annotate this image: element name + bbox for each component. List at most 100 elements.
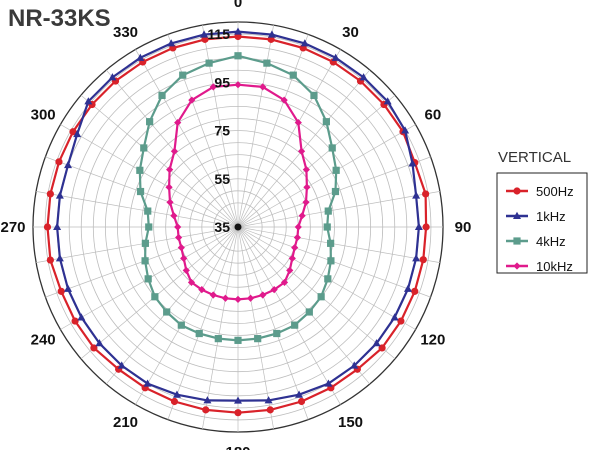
point-10khz xyxy=(174,223,182,231)
legend-item-4khz: 4kHz xyxy=(506,234,566,249)
point-10khz xyxy=(170,147,179,155)
point-10khz xyxy=(234,81,242,89)
point-10khz xyxy=(246,294,255,302)
angle-label: 240 xyxy=(31,332,56,349)
legend-label: 4kHz xyxy=(536,234,566,249)
angle-label: 60 xyxy=(425,107,442,124)
point-500hz xyxy=(266,406,274,414)
point-4khz xyxy=(291,321,299,329)
point-1khz xyxy=(172,390,181,398)
point-4khz xyxy=(145,223,153,231)
point-1khz xyxy=(143,379,152,387)
grid-spoke xyxy=(105,69,239,228)
point-10khz xyxy=(259,291,267,299)
point-10khz xyxy=(180,254,188,262)
point-500hz xyxy=(234,409,242,417)
grid-spoke xyxy=(237,49,341,228)
radial-label: 75 xyxy=(214,123,230,139)
point-500hz xyxy=(419,256,427,264)
point-10khz xyxy=(166,198,174,206)
radial-label: 115 xyxy=(207,26,230,42)
point-500hz xyxy=(234,32,242,41)
point-4khz xyxy=(146,118,154,126)
point-4khz xyxy=(310,91,318,100)
point-1khz xyxy=(117,361,126,369)
grid-spoke xyxy=(237,124,416,228)
point-4khz xyxy=(158,91,166,100)
point-1khz xyxy=(55,191,64,199)
point-10khz xyxy=(209,291,217,299)
angle-label: 30 xyxy=(342,24,359,41)
point-500hz xyxy=(57,287,65,295)
point-4khz xyxy=(289,71,297,79)
point-4khz xyxy=(205,59,213,67)
point-1khz xyxy=(64,284,73,292)
point-10khz xyxy=(270,286,278,294)
point-1khz xyxy=(167,39,176,47)
legend-title: VERTICAL xyxy=(498,149,571,166)
point-1khz xyxy=(359,73,368,81)
point-10khz xyxy=(297,147,306,155)
legend-label: 10kHz xyxy=(536,259,573,274)
point-1khz xyxy=(403,284,412,292)
point-4khz xyxy=(263,59,271,67)
point-4khz xyxy=(234,52,242,60)
angle-label: 90 xyxy=(455,219,472,236)
legend-marker xyxy=(513,187,521,195)
point-1khz xyxy=(234,27,242,35)
angle-label: 270 xyxy=(0,219,25,236)
grid-spoke xyxy=(237,94,396,228)
point-4khz xyxy=(195,329,203,338)
point-500hz xyxy=(297,397,306,406)
legend-marker xyxy=(513,237,521,245)
point-1khz xyxy=(383,97,392,105)
grid-spoke xyxy=(237,191,440,228)
point-500hz xyxy=(411,287,419,295)
point-500hz xyxy=(397,317,405,325)
point-1khz xyxy=(95,339,104,347)
angle-label: 300 xyxy=(31,107,56,124)
point-4khz xyxy=(327,257,335,265)
point-1khz xyxy=(77,313,86,321)
grid-spoke xyxy=(202,226,239,429)
grid-spoke xyxy=(237,226,371,385)
point-4khz xyxy=(179,71,187,79)
grid-spoke xyxy=(237,69,371,228)
point-4khz xyxy=(273,329,281,338)
grid-spoke xyxy=(80,94,239,228)
point-500hz xyxy=(202,406,210,414)
point-1khz xyxy=(401,126,410,134)
center-hub xyxy=(234,223,242,231)
grid-spoke xyxy=(60,124,239,228)
angle-label: 180 xyxy=(225,444,250,450)
grid-spoke xyxy=(36,226,239,263)
point-1khz xyxy=(412,254,421,262)
axis-labels: 0 30 60 90 120 150 180 210 240 270 300 330 35 55 75 95 1… xyxy=(0,0,471,450)
point-10khz xyxy=(294,118,302,127)
chart-title: NR-33KS xyxy=(8,5,111,32)
point-1khz xyxy=(295,390,304,398)
point-500hz xyxy=(71,317,79,325)
point-4khz xyxy=(332,166,340,174)
grid-spoke xyxy=(167,34,239,228)
point-4khz xyxy=(141,239,149,247)
series-10khz xyxy=(165,81,311,303)
legend-marker xyxy=(513,262,521,270)
point-10khz xyxy=(302,166,310,174)
point-1khz xyxy=(350,361,359,369)
point-1khz xyxy=(55,254,64,262)
angle-label: 330 xyxy=(113,24,138,41)
grid-spoke xyxy=(237,226,341,405)
grid-spoke xyxy=(36,191,239,228)
point-10khz xyxy=(291,244,299,252)
point-10khz xyxy=(177,244,185,252)
point-10khz xyxy=(170,212,178,220)
point-1khz xyxy=(73,129,82,138)
point-10khz xyxy=(293,233,301,242)
point-500hz xyxy=(422,223,430,231)
point-4khz xyxy=(144,275,152,283)
point-10khz xyxy=(280,278,289,287)
point-4khz xyxy=(136,187,145,196)
point-4khz xyxy=(234,336,242,344)
